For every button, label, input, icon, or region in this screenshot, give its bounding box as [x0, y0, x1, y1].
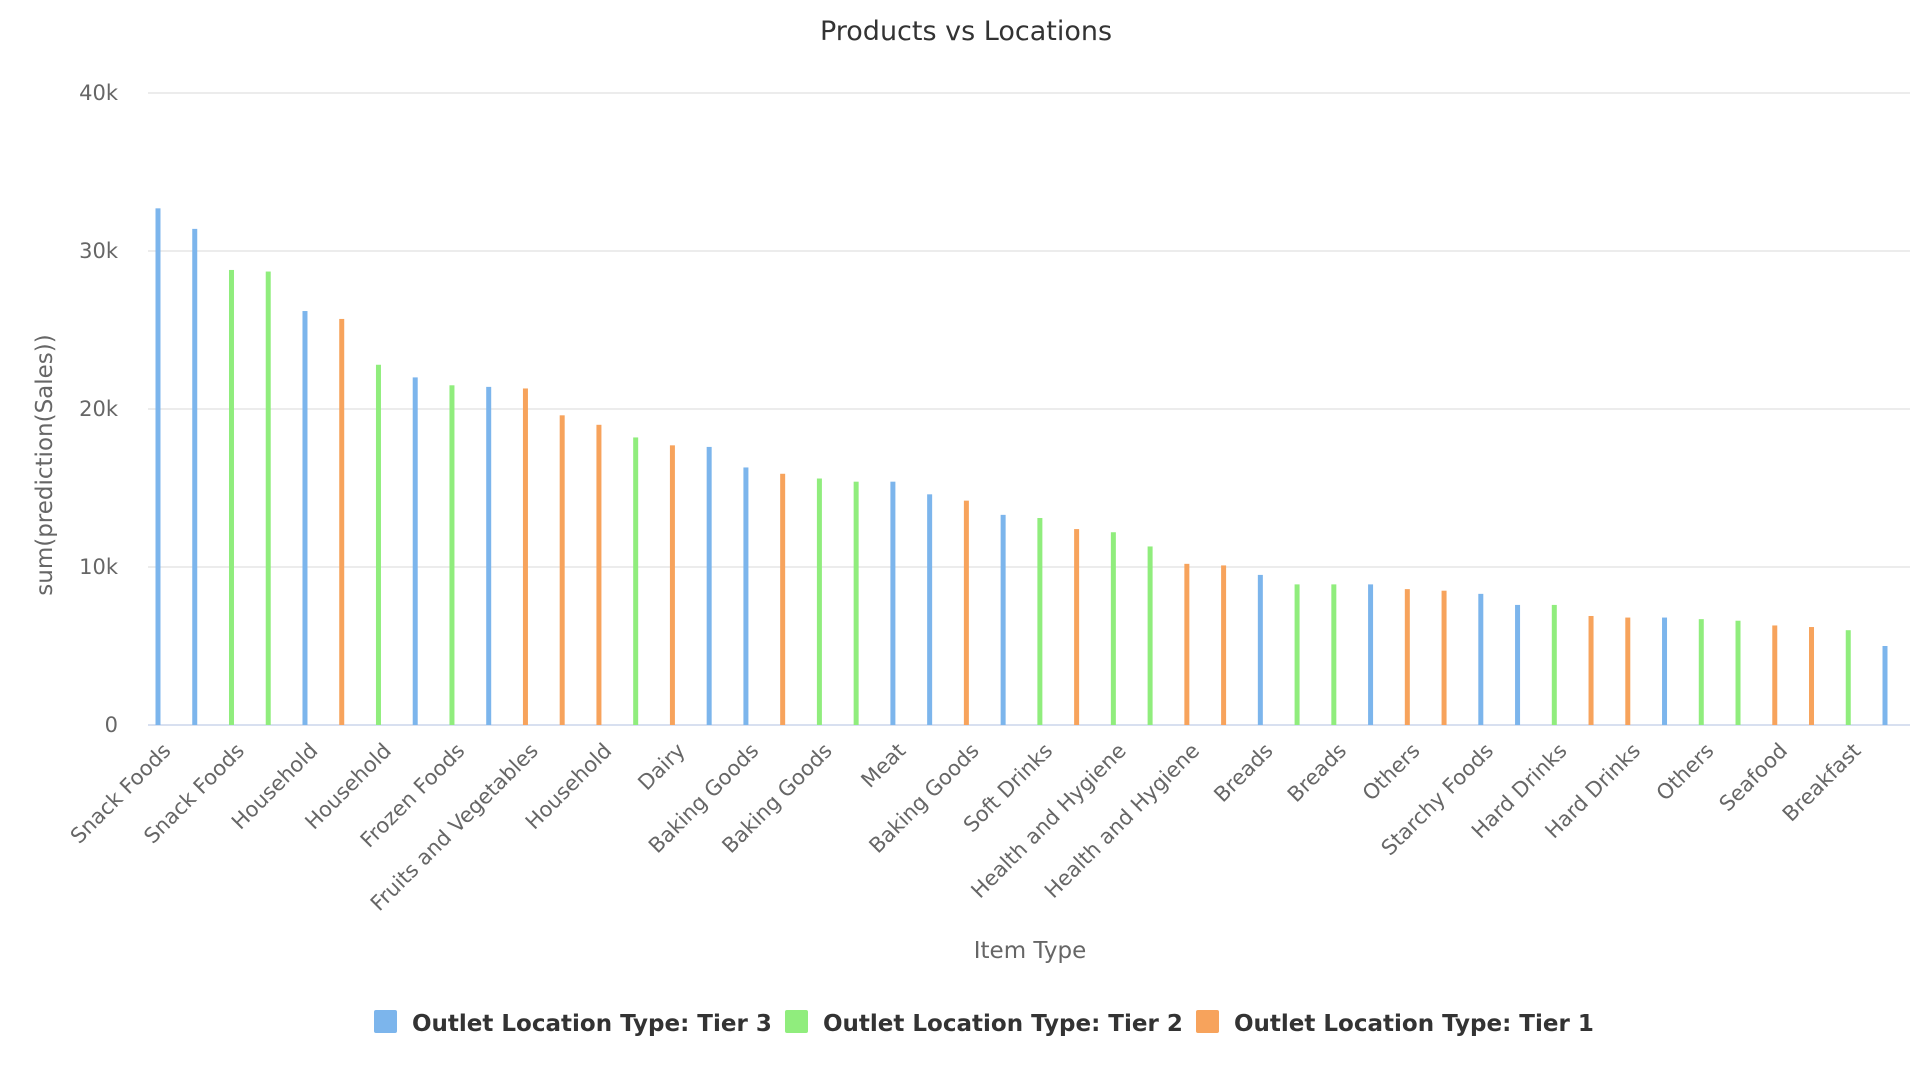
bar[interactable] — [375, 364, 381, 725]
y-tick-label: 20k — [79, 397, 119, 421]
legend: Outlet Location Type: Tier 3 Outlet Locat… — [374, 1010, 1594, 1037]
x-tick-label: Breakfast — [1778, 739, 1866, 827]
bar[interactable] — [1698, 619, 1704, 725]
chart-title: Products vs Locations — [820, 16, 1112, 47]
bar[interactable] — [633, 437, 639, 725]
bar[interactable] — [1368, 584, 1374, 725]
bar[interactable] — [1294, 584, 1300, 725]
y-axis-ticks: 0 10k 20k 30k 40k — [79, 81, 119, 737]
legend-label: Outlet Location Type: Tier 3 — [412, 1011, 772, 1037]
bar[interactable] — [192, 228, 198, 725]
bar[interactable] — [743, 467, 749, 725]
x-tick-label: Seafood — [1715, 739, 1792, 816]
bar[interactable] — [302, 311, 308, 725]
x-tick-label: Others — [1358, 739, 1425, 806]
bar[interactable] — [1221, 565, 1227, 725]
y-axis-title: sum(prediction(Sales)) — [32, 334, 58, 595]
bar[interactable] — [1515, 604, 1521, 725]
legend-swatch — [1196, 1010, 1219, 1033]
bar[interactable] — [1845, 630, 1851, 725]
x-axis-title: Item Type — [974, 938, 1087, 964]
bar[interactable] — [1257, 574, 1263, 725]
bar[interactable] — [706, 446, 712, 725]
bar[interactable] — [1074, 529, 1080, 725]
bar[interactable] — [486, 386, 492, 725]
legend-item[interactable]: Outlet Location Type: Tier 3 — [374, 1010, 772, 1037]
bar[interactable] — [1662, 617, 1668, 725]
legend-item[interactable]: Outlet Location Type: Tier 1 — [1196, 1010, 1594, 1037]
x-tick-label: Others — [1652, 739, 1719, 806]
bar[interactable] — [1331, 584, 1337, 725]
bar[interactable] — [449, 385, 455, 725]
bar[interactable] — [1478, 593, 1484, 725]
bar[interactable] — [265, 271, 271, 725]
bar[interactable] — [412, 377, 418, 725]
bar[interactable] — [1772, 625, 1778, 725]
bar[interactable] — [155, 208, 161, 726]
bar[interactable] — [1404, 589, 1410, 725]
bar[interactable] — [1551, 604, 1557, 725]
bars — [155, 208, 1888, 726]
bar[interactable] — [816, 478, 822, 725]
bar[interactable] — [228, 269, 234, 725]
bar[interactable] — [963, 500, 969, 725]
bar[interactable] — [1809, 627, 1815, 725]
bar[interactable] — [1037, 518, 1043, 725]
legend-swatch — [374, 1010, 397, 1033]
x-tick-label: Breads — [1283, 739, 1351, 807]
bar[interactable] — [1147, 546, 1153, 725]
y-tick-label: 40k — [79, 81, 119, 105]
x-tick-label: Dairy — [633, 739, 690, 796]
bar[interactable] — [890, 481, 896, 725]
legend-label: Outlet Location Type: Tier 2 — [823, 1011, 1183, 1037]
gridlines — [148, 92, 1910, 726]
legend-item[interactable]: Outlet Location Type: Tier 2 — [785, 1010, 1183, 1037]
bar[interactable] — [1735, 620, 1741, 725]
bar[interactable] — [596, 424, 602, 725]
bar[interactable] — [1184, 563, 1190, 725]
bar[interactable] — [1441, 590, 1447, 725]
bar[interactable] — [1625, 617, 1631, 725]
bar[interactable] — [1110, 532, 1116, 725]
y-tick-label: 30k — [79, 239, 119, 263]
legend-label: Outlet Location Type: Tier 1 — [1234, 1011, 1594, 1037]
bar[interactable] — [927, 494, 933, 725]
y-tick-label: 0 — [105, 713, 118, 737]
bar[interactable] — [1588, 615, 1594, 725]
bar[interactable] — [522, 388, 528, 725]
legend-swatch — [785, 1010, 808, 1033]
bar[interactable] — [853, 481, 859, 725]
bar[interactable] — [780, 473, 786, 725]
x-tick-label: Breads — [1209, 739, 1277, 807]
bar[interactable] — [1882, 646, 1888, 725]
x-tick-label: Meat — [856, 739, 910, 793]
bar[interactable] — [339, 318, 345, 725]
bar[interactable] — [559, 415, 565, 725]
bar[interactable] — [1000, 514, 1006, 725]
bar[interactable] — [669, 445, 675, 725]
y-tick-label: 10k — [79, 555, 119, 579]
